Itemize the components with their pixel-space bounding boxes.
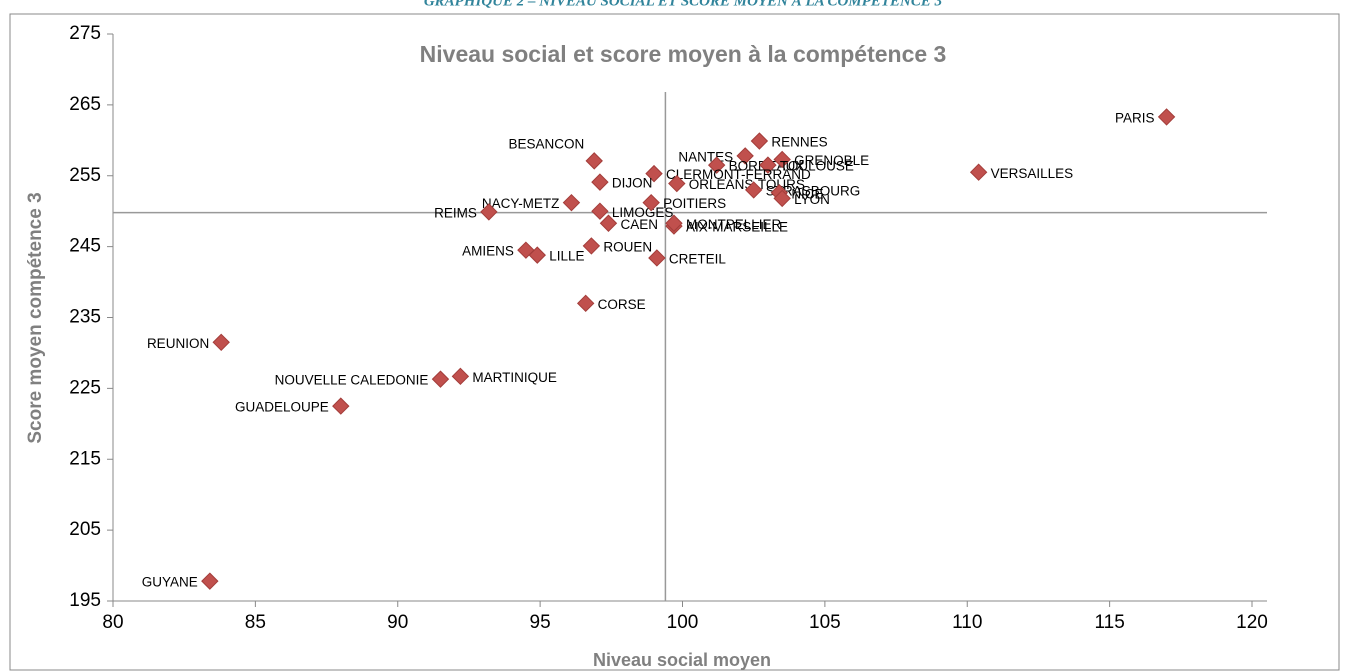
point-label: RENNES <box>771 135 827 150</box>
y-tick-label: 205 <box>69 519 101 540</box>
point-label: LILLE <box>549 249 584 264</box>
data-point <box>431 370 450 388</box>
data-point <box>736 147 754 165</box>
data-point <box>1157 108 1176 126</box>
y-tick-label: 245 <box>69 236 101 257</box>
data-point <box>591 202 609 220</box>
data-point <box>665 214 683 232</box>
data-point <box>576 294 595 313</box>
x-axis-title: Niveau social moyen <box>593 650 771 670</box>
chart-frame <box>9 13 1340 671</box>
data-point <box>585 152 603 170</box>
point-label: POITIERS <box>663 196 726 211</box>
point-label: LIMOGES <box>612 205 674 220</box>
point-label: NOUVELLE CALEDONIE <box>275 373 429 388</box>
x-tick-label: 95 <box>530 612 551 633</box>
point-label: PARIS <box>1115 110 1155 125</box>
data-point <box>528 246 546 264</box>
point-label: CORSE <box>598 297 646 312</box>
point-label: REUNION <box>147 336 209 351</box>
data-point <box>759 156 777 174</box>
x-tick-label: 115 <box>1094 612 1124 633</box>
point-label: AMIENS <box>462 244 514 259</box>
point-label: VERSAILLES <box>991 166 1074 181</box>
data-point <box>591 173 609 191</box>
data-point <box>451 367 470 386</box>
y-tick-label: 255 <box>69 165 101 186</box>
caption: GRAPHIQUE 2 – NIVEAU SOCIAL ET SCORE MOY… <box>424 0 943 9</box>
data-point <box>744 181 763 199</box>
y-axis-title: Score moyen compétence 3 <box>25 192 46 443</box>
y-tick-label: 195 <box>69 590 101 611</box>
point-label: GUYANE <box>142 575 198 590</box>
data-point <box>562 193 581 212</box>
point-label: GRENOBLE <box>794 153 869 168</box>
data-point <box>648 249 666 267</box>
x-tick-label: 120 <box>1236 612 1268 633</box>
point-label: MARTINIQUE <box>472 370 557 385</box>
y-tick-label: 265 <box>69 94 101 115</box>
point-label: BESANCON <box>508 136 584 151</box>
point-label: NICE <box>791 186 823 201</box>
y-tick-label: 215 <box>69 448 101 469</box>
y-tick-label: 275 <box>69 23 101 44</box>
data-point <box>517 241 535 259</box>
data-point <box>773 189 791 208</box>
point-label: AIX-MARSEILLE <box>686 220 788 235</box>
point-label: REIMS <box>434 205 477 220</box>
data-point <box>212 333 230 352</box>
data-point <box>773 150 791 169</box>
data-point <box>201 572 219 590</box>
data-point <box>969 163 988 181</box>
y-tick-label: 235 <box>69 307 101 328</box>
data-point <box>750 132 769 150</box>
point-label: DIJON <box>612 176 653 191</box>
data-point <box>582 237 601 255</box>
y-tick-label: 225 <box>69 377 101 398</box>
point-label: CRETEIL <box>669 252 727 267</box>
data-point <box>642 193 660 212</box>
point-label: NANTES <box>678 149 733 164</box>
data-point <box>645 164 663 183</box>
x-tick-label: 90 <box>387 612 408 633</box>
x-tick-label: 105 <box>809 612 841 633</box>
point-label: LYON <box>794 192 830 207</box>
data-point <box>332 397 350 415</box>
point-label: GUADELOUPE <box>235 400 329 415</box>
data-point <box>707 156 726 174</box>
data-point <box>668 174 686 193</box>
x-tick-label: 85 <box>245 612 266 633</box>
point-label: CLERMONT-FERRAND <box>666 167 811 182</box>
point-label: ROUEN <box>603 239 652 254</box>
data-point <box>599 214 618 232</box>
point-label: TOULOUSE <box>780 159 854 174</box>
chart-title: Niveau social et score moyen à la compét… <box>420 41 947 67</box>
point-label: NACY-METZ <box>482 196 560 211</box>
point-label: STRASBOURG <box>766 183 861 198</box>
data-point <box>480 203 498 221</box>
x-tick-label: 110 <box>952 612 982 633</box>
point-label: CAEN <box>620 217 658 232</box>
x-tick-label: 100 <box>667 612 699 633</box>
point-label: MONTPELLIER <box>686 217 782 232</box>
x-tick-label: 80 <box>102 612 123 633</box>
